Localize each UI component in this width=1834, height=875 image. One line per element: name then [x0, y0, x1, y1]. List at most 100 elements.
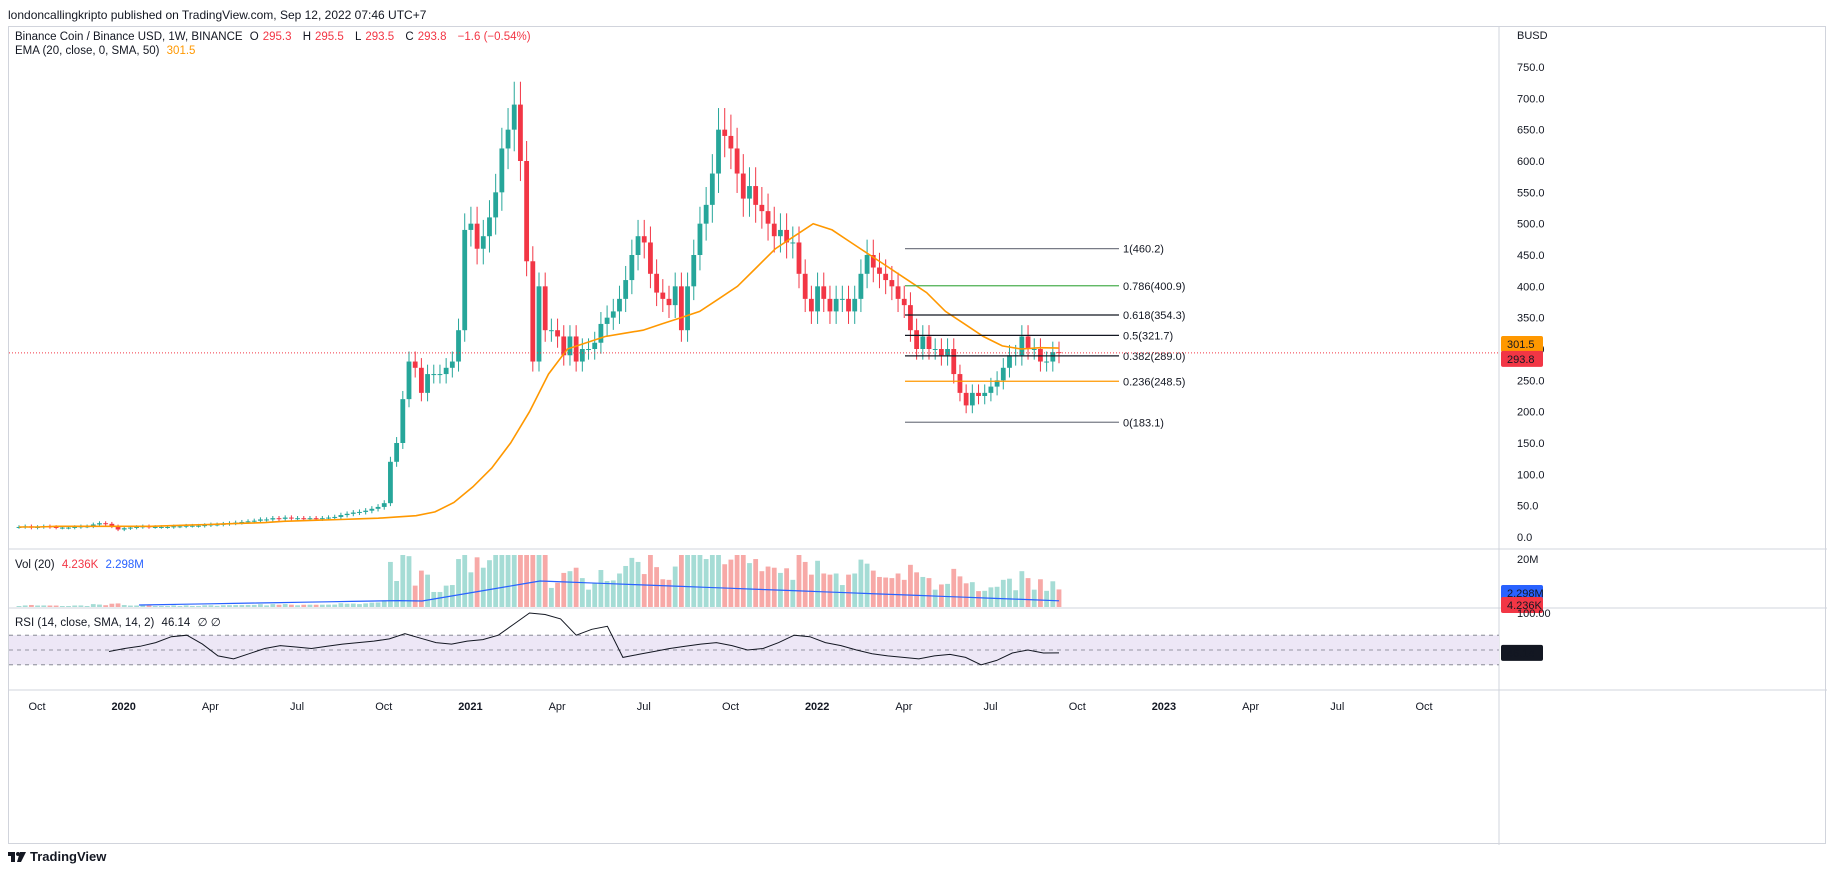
volume-bar	[976, 591, 981, 607]
volume-bar	[270, 604, 276, 607]
volume-bar	[214, 605, 220, 607]
candle-body	[747, 186, 752, 199]
volume-bar	[678, 555, 684, 607]
candle-body	[493, 192, 499, 218]
volume-bar	[53, 605, 59, 607]
volume-bar	[84, 606, 90, 607]
candle-body	[313, 518, 319, 520]
candle-body	[511, 104, 517, 130]
candle-body	[369, 508, 375, 511]
volume-badge: 4.236K	[1507, 600, 1543, 612]
candle-body	[678, 286, 684, 331]
volume-bar	[877, 576, 882, 607]
volume-label: Vol (20)	[15, 559, 55, 571]
fib-level-label: 1(460.2)	[1123, 244, 1164, 256]
time-tick-label: Oct	[722, 701, 739, 713]
candle-body	[388, 461, 393, 504]
volume-bar	[598, 570, 604, 607]
price-tick-label: 150.0	[1517, 438, 1545, 450]
volume-bar	[1044, 590, 1050, 607]
volume-bar	[889, 578, 895, 607]
volume-bar	[165, 606, 170, 607]
candle-body	[251, 520, 257, 522]
candle-body	[654, 273, 660, 293]
candle-body	[901, 298, 907, 306]
candle-body	[976, 392, 981, 396]
rsi-legend[interactable]: RSI (14, close, SMA, 14, 2) 46.14 ∅ ∅	[15, 615, 225, 629]
volume-bar	[617, 573, 622, 607]
candle-body	[660, 292, 666, 299]
candle-body	[412, 361, 418, 368]
volume-bar	[802, 561, 808, 607]
volume-bar	[499, 555, 505, 607]
volume-bar	[363, 603, 369, 607]
candle-body	[239, 521, 245, 523]
fib-level-label: 0.5(321.7)	[1123, 330, 1173, 342]
candle-body	[258, 519, 263, 521]
candle-body	[697, 223, 703, 255]
volume-bar	[1056, 589, 1062, 607]
footer: TradingView	[8, 849, 106, 864]
candle-body	[796, 242, 802, 274]
candle-body	[109, 523, 115, 527]
candle-body	[808, 298, 814, 312]
volume-bar	[592, 583, 598, 607]
volume-bar	[839, 585, 845, 607]
volume-legend[interactable]: Vol (20) 4.236K 2.298M	[15, 559, 148, 571]
price-tick-label: 500.0	[1517, 219, 1545, 231]
volume-bar	[412, 585, 418, 607]
volume-bar	[394, 581, 400, 607]
low-label: L	[354, 31, 362, 43]
volume-bar	[821, 573, 827, 607]
volume-bar	[493, 555, 499, 607]
volume-bar	[128, 605, 133, 607]
candle-body	[344, 513, 350, 516]
volume-bar	[468, 572, 474, 607]
price-tick-label: 0.0	[1517, 532, 1532, 544]
volume-bar	[846, 574, 851, 607]
candle-body	[734, 148, 740, 174]
volume-bar	[22, 605, 28, 607]
volume-bar	[864, 563, 870, 607]
candle-body	[945, 349, 950, 356]
time-tick-label: 2020	[111, 701, 135, 713]
volume-bar	[548, 587, 554, 607]
volume-bar	[561, 572, 567, 607]
candle-body	[604, 317, 610, 324]
candle-body	[165, 526, 170, 528]
high-label: H	[302, 31, 311, 43]
volume-bar	[47, 605, 53, 607]
volume-bar	[691, 555, 697, 607]
candle-body	[480, 236, 486, 249]
volume-bar	[895, 573, 901, 607]
volume-bar	[381, 600, 387, 607]
low-value: 293.5	[365, 31, 395, 43]
symbol-legend[interactable]: Binance Coin / Binance USD, 1W, BINANCE …	[15, 31, 535, 43]
volume-bar	[245, 604, 251, 607]
candle-body	[1000, 367, 1006, 381]
volume-bar	[171, 605, 177, 607]
candle-body	[115, 526, 121, 530]
volume-bar	[319, 604, 325, 607]
candle-body	[518, 104, 523, 161]
volume-bar	[59, 606, 65, 607]
chart-canvas[interactable]: BUSD 750.0 700.0 650.0 600.0 550.0 500.0 450.0 4…	[9, 27, 1827, 845]
volume-bar	[796, 555, 802, 607]
candle-body	[158, 526, 164, 528]
candle-body	[177, 526, 183, 528]
fib-level-label: 0.786(400.9)	[1123, 281, 1185, 293]
candle-body	[802, 273, 808, 299]
price-tick-label: 750.0	[1517, 62, 1545, 74]
candle-body	[332, 516, 338, 518]
chart-frame[interactable]: BUSD 750.0 700.0 650.0 600.0 550.0 500.0 450.0 4…	[8, 26, 1827, 845]
volume-bar	[505, 555, 511, 607]
volume-bar	[982, 590, 988, 607]
ema-legend[interactable]: EMA (20, close, 0, SMA, 50) 301.5	[15, 45, 199, 57]
volume-bar	[901, 579, 907, 607]
volume-bar	[734, 555, 740, 607]
candle-body	[295, 518, 300, 520]
candle-body	[685, 286, 690, 331]
candle-body	[505, 129, 511, 149]
volume-bar	[883, 577, 889, 607]
candle-body	[969, 392, 975, 406]
